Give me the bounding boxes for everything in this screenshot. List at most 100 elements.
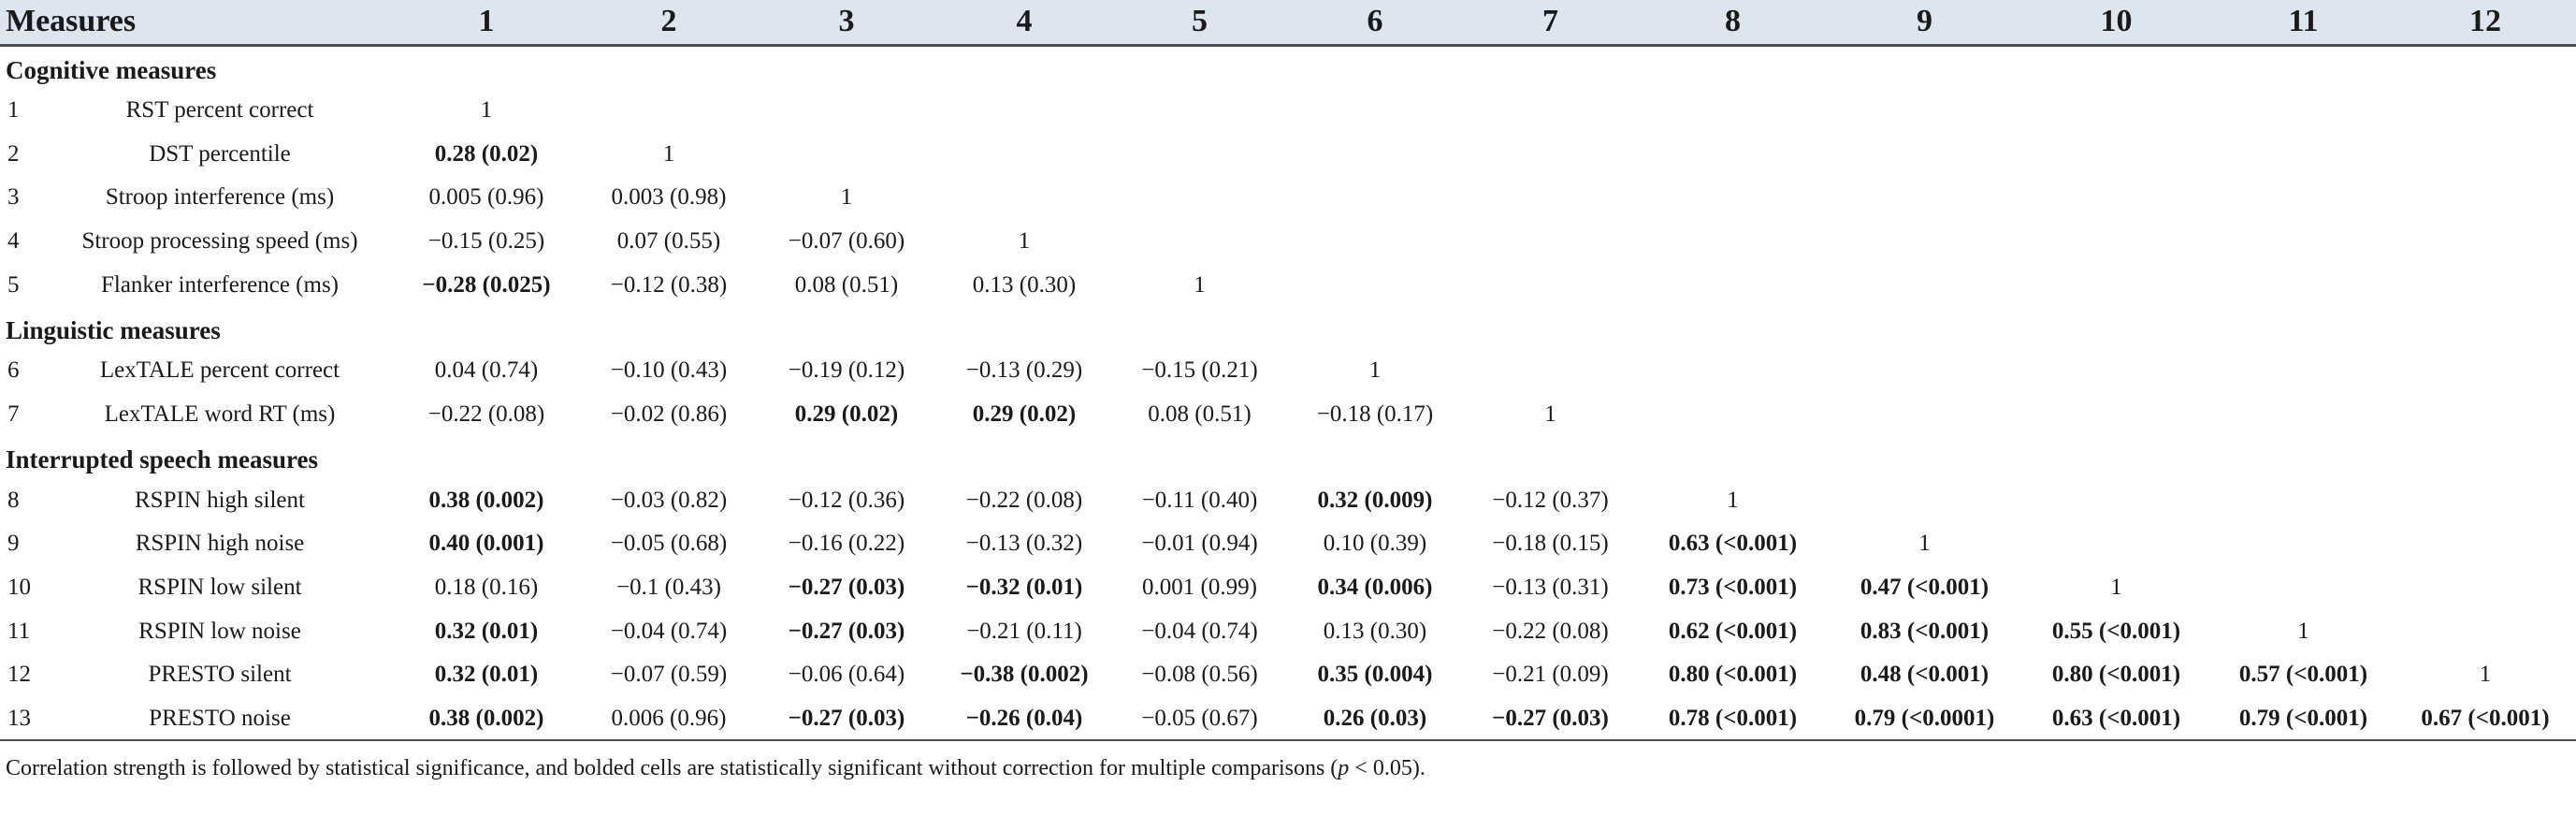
table-cell: −0.19 (0.12)	[788, 357, 905, 384]
empty-cell	[2212, 478, 2395, 522]
row-label: RSPIN high silent	[135, 487, 305, 513]
empty-cell	[2395, 522, 2576, 566]
table-cell: 0.18 (0.16)	[434, 575, 539, 601]
table-cell: −0.03 (0.82)	[610, 487, 728, 513]
table-cell: 0.79 (<0.001)	[2238, 705, 2368, 731]
empty-cell	[1829, 89, 2020, 133]
table-cell: −0.04 (0.74)	[1141, 618, 1258, 644]
table-cell: 1	[2479, 662, 2492, 688]
table-cell: −0.11 (0.40)	[1141, 487, 1258, 513]
table-cell: −0.06 (0.64)	[788, 662, 905, 688]
column-header-9: 9	[1917, 4, 1932, 39]
empty-cell	[2395, 393, 2576, 437]
table-cell: −0.15 (0.25)	[427, 227, 545, 254]
empty-cell	[2395, 478, 2576, 522]
table-cell: −0.07 (0.59)	[610, 662, 728, 688]
table-cell: −0.21 (0.11)	[966, 618, 1082, 644]
table-cell: −0.05 (0.67)	[1141, 705, 1258, 731]
table-row: 6 LexTALE percent correct 0.04 (0.74) −0.10…	[0, 349, 2576, 393]
row-number: 8	[7, 487, 20, 513]
table-cell: −0.10 (0.43)	[610, 357, 728, 384]
empty-cell	[2212, 89, 2395, 133]
column-header-3: 3	[838, 4, 855, 39]
empty-cell	[1829, 263, 2020, 307]
table-cell: −0.18 (0.15)	[1492, 531, 1609, 557]
table-cell: 1	[1727, 487, 1739, 513]
row-label: Stroop processing speed (ms)	[81, 227, 358, 254]
top-rule	[0, 43, 2576, 48]
row-label: RSPIN low noise	[138, 618, 301, 644]
table-cell: 0.32 (0.01)	[434, 662, 539, 688]
empty-cell	[1464, 89, 1637, 133]
measures-header: Measures	[6, 4, 137, 39]
column-header-4: 4	[1016, 4, 1033, 39]
table-cell: 0.80 (<0.001)	[2051, 662, 2181, 688]
table-cell: −0.22 (0.08)	[427, 401, 545, 427]
empty-cell	[935, 132, 1113, 176]
column-header-10: 10	[2100, 4, 2133, 39]
empty-cell	[1464, 349, 1637, 393]
header-row: Measures 1 2 3 4 5 6 7 8 9 10 11 12	[0, 0, 2576, 45]
table-cell: 0.67 (<0.001)	[2421, 705, 2550, 731]
empty-cell	[1637, 176, 1829, 220]
column-header-8: 8	[1725, 4, 1741, 39]
empty-cell	[2212, 566, 2395, 610]
correlation-table: Measures 1 2 3 4 5 6 7 8 9 10 11 12 Cognitive measu…	[0, 0, 2576, 788]
table-cell: −0.13 (0.32)	[965, 531, 1083, 557]
table-cell: 0.32 (0.01)	[434, 618, 539, 644]
empty-cell	[1464, 176, 1637, 220]
table-cell: 0.26 (0.03)	[1323, 705, 1427, 731]
table-cell: −0.12 (0.37)	[1492, 487, 1609, 513]
table-cell: 0.07 (0.55)	[616, 227, 721, 254]
table-cell: 0.73 (<0.001)	[1668, 575, 1798, 601]
table-cell: −0.07 (0.60)	[788, 227, 905, 254]
empty-cell	[1113, 132, 1286, 176]
table-row: 7 LexTALE word RT (ms) −0.22 (0.08) −0.02 (…	[0, 393, 2576, 437]
table-cell: 0.13 (0.30)	[972, 271, 1077, 298]
empty-cell	[2395, 349, 2576, 393]
empty-cell	[2212, 393, 2395, 437]
section-header-row: Interrupted speech measures	[0, 436, 2576, 478]
table-cell: 0.32 (0.009)	[1317, 487, 1433, 513]
row-number: 12	[7, 662, 31, 688]
empty-cell	[1829, 132, 2020, 176]
empty-cell	[1829, 220, 2020, 264]
empty-cell	[1464, 132, 1637, 176]
empty-cell	[1113, 176, 1286, 220]
table-row: 1 RST percent correct 1	[0, 89, 2576, 133]
table-cell: −0.26 (0.04)	[965, 705, 1083, 731]
table-cell: 1	[2110, 575, 2122, 601]
empty-cell	[2212, 220, 2395, 264]
column-header-7: 7	[1542, 4, 1558, 39]
empty-cell	[1113, 220, 1286, 264]
empty-cell	[2020, 132, 2212, 176]
empty-cell	[2020, 176, 2212, 220]
empty-cell	[1286, 132, 1464, 176]
empty-cell	[758, 89, 935, 133]
table-cell: 0.63 (<0.001)	[1668, 531, 1798, 557]
row-label: LexTALE percent correct	[99, 357, 340, 384]
column-header-1: 1	[478, 4, 495, 39]
empty-cell	[1829, 478, 2020, 522]
empty-cell	[2395, 176, 2576, 220]
table-cell: 0.80 (<0.001)	[1668, 662, 1798, 688]
row-number: 3	[7, 184, 20, 211]
table-footnote: Correlation strength is followed by stat…	[0, 741, 2576, 788]
empty-cell	[2395, 132, 2576, 176]
table-cell: 1	[1368, 357, 1382, 384]
empty-cell	[2020, 349, 2212, 393]
table-body: Cognitive measures 1 RST percent correct 1 2…	[0, 43, 2576, 788]
table-cell: 1	[1194, 271, 1206, 298]
table-cell: −0.04 (0.74)	[610, 618, 728, 644]
table-row: 2 DST percentile 0.28 (0.02) 1	[0, 132, 2576, 176]
empty-cell	[1464, 220, 1637, 264]
empty-cell	[758, 132, 935, 176]
row-number: 5	[7, 271, 20, 298]
table-cell: 0.34 (0.006)	[1317, 575, 1433, 601]
table-cell: −0.16 (0.22)	[788, 531, 905, 557]
table-cell: −0.27 (0.03)	[788, 575, 905, 601]
footnote-text: Correlation strength is followed by stat…	[6, 755, 1339, 780]
table-cell: −0.12 (0.38)	[610, 271, 728, 298]
empty-cell	[2020, 522, 2212, 566]
